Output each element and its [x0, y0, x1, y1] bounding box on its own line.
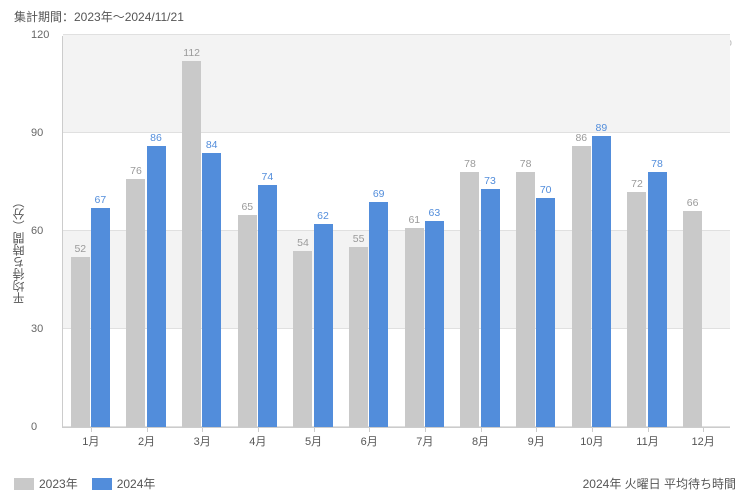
legend-label: 2024年: [117, 475, 156, 492]
bar-value-label: 73: [484, 175, 496, 187]
bar: 72: [627, 192, 646, 427]
bar-value-label: 76: [130, 165, 142, 177]
bar: 112: [182, 61, 201, 427]
x-tick-mark: [202, 427, 203, 432]
bar-value-label: 89: [596, 122, 608, 134]
bar-value-label: 63: [429, 207, 441, 219]
legend-swatch: [92, 478, 112, 490]
chart-container: 集計期間：2023年～2024/11/21 ユニバリアル https://usj…: [0, 0, 750, 500]
x-tick-label: 3月: [194, 433, 211, 449]
bar: 66: [683, 211, 702, 427]
bar: 70: [536, 198, 555, 427]
x-tick-mark: [481, 427, 482, 432]
x-tick-label: 10月: [580, 433, 603, 449]
legend-item: 2023年: [14, 475, 78, 492]
x-tick-mark: [648, 427, 649, 432]
bar: 78: [516, 172, 535, 427]
x-tick-label: 2月: [138, 433, 155, 449]
bar-value-label: 54: [297, 237, 309, 249]
bar: 76: [126, 179, 145, 427]
bar-value-label: 62: [317, 210, 329, 222]
x-tick-label: 8月: [472, 433, 489, 449]
y-axis-label: 平均待ち時間（分）: [10, 196, 27, 304]
legend-swatch: [14, 478, 34, 490]
bar: 84: [202, 153, 221, 427]
x-tick-mark: [592, 427, 593, 432]
chart-caption: 2024年 火曜日 平均待ち時間: [583, 475, 736, 492]
bar: 63: [425, 221, 444, 427]
bar: 65: [238, 215, 257, 427]
bar-value-label: 78: [651, 158, 663, 170]
bar: 61: [405, 228, 424, 427]
bar: 78: [648, 172, 667, 427]
x-tick-mark: [91, 427, 92, 432]
y-tick-label: 60: [31, 225, 43, 237]
y-tick-label: 0: [31, 421, 37, 433]
x-tick-mark: [147, 427, 148, 432]
x-tick-mark: [314, 427, 315, 432]
bar: 86: [572, 146, 591, 427]
bar-value-label: 65: [241, 201, 253, 213]
bar: 89: [592, 136, 611, 427]
bar-value-label: 86: [575, 132, 587, 144]
y-tick-label: 30: [31, 323, 43, 335]
x-tick-mark: [369, 427, 370, 432]
bar-value-label: 66: [687, 197, 699, 209]
x-tick-label: 1月: [82, 433, 99, 449]
x-tick-label: 12月: [692, 433, 715, 449]
x-tick-label: 7月: [416, 433, 433, 449]
legend-item: 2024年: [92, 475, 156, 492]
x-tick-label: 11月: [636, 433, 658, 449]
bar-value-label: 52: [74, 243, 86, 255]
bar-value-label: 78: [464, 158, 476, 170]
bar: 52: [71, 257, 90, 427]
bar-value-label: 67: [95, 194, 107, 206]
bar-value-label: 61: [408, 214, 420, 226]
bar: 73: [481, 189, 500, 427]
x-tick-label: 5月: [305, 433, 322, 449]
bar: 54: [293, 251, 312, 427]
x-tick-mark: [258, 427, 259, 432]
plot-area: 0306090120526776861128465745462556961637…: [62, 36, 730, 428]
bar: 78: [460, 172, 479, 427]
y-tick-label: 90: [31, 127, 43, 139]
bar-value-label: 69: [373, 188, 385, 200]
bar-value-label: 74: [262, 171, 274, 183]
bar-value-label: 112: [183, 47, 200, 59]
gridline: [63, 34, 730, 35]
bar: 86: [147, 146, 166, 427]
bar-value-label: 84: [206, 139, 218, 151]
x-tick-label: 4月: [249, 433, 266, 449]
bar: 74: [258, 185, 277, 427]
bar-value-label: 70: [540, 184, 552, 196]
bar-value-label: 78: [520, 158, 532, 170]
aggregation-period-label: 集計期間：2023年～2024/11/21: [14, 8, 184, 25]
bars-layer: 5267768611284657454625569616378737870868…: [63, 36, 730, 427]
x-tick-mark: [703, 427, 704, 432]
bar: 55: [349, 247, 368, 427]
bar: 69: [369, 202, 388, 427]
legend-label: 2023年: [39, 475, 78, 492]
x-tick-mark: [536, 427, 537, 432]
y-tick-label: 120: [31, 29, 49, 41]
bar: 62: [314, 224, 333, 427]
bar-value-label: 86: [150, 132, 162, 144]
bar-value-label: 72: [631, 178, 643, 190]
x-tick-label: 9月: [528, 433, 545, 449]
bar: 67: [91, 208, 110, 427]
bar-value-label: 55: [353, 233, 365, 245]
x-tick-mark: [425, 427, 426, 432]
x-tick-label: 6月: [361, 433, 378, 449]
legend: 2023年 2024年: [14, 475, 155, 492]
